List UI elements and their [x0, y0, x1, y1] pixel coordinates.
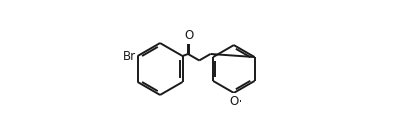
Text: O: O [184, 29, 193, 42]
Text: O: O [229, 95, 238, 108]
Text: Br: Br [123, 50, 136, 63]
